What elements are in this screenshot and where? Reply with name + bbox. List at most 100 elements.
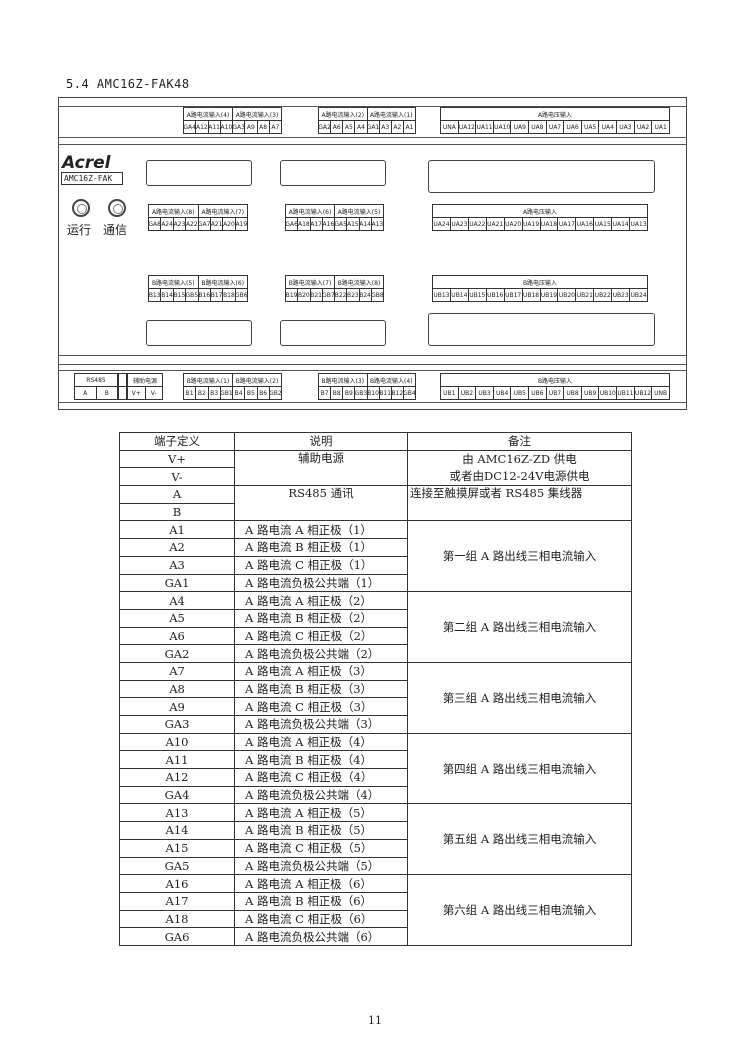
terminal-label: V+: [131, 389, 141, 397]
terminal-block-title: B路电流输入(2): [232, 374, 281, 386]
terminal-block-title: A路电流输入(6): [288, 208, 332, 216]
terminal-cell: V-: [119, 467, 235, 487]
run-label: 运行: [67, 223, 92, 237]
terminal-label: B8: [330, 387, 342, 399]
terminal-block: A路电压输入 UA24 UA23 UA22 UA21 UA20 UA19 UA18 UA17 UA…: [432, 204, 648, 231]
display-window: [428, 313, 655, 346]
terminal-label: A8: [256, 121, 269, 133]
terminal-label: UA2: [633, 121, 652, 133]
terminal-label: A14: [358, 218, 371, 230]
display-window: [428, 160, 655, 193]
terminal-block-title: B路电压输入: [522, 279, 558, 287]
terminal-label: UB24: [629, 289, 647, 301]
terminal-label: A6: [330, 121, 342, 133]
description-cell: A 路电流 C 相正极（4）: [234, 768, 408, 787]
terminal-label: A22: [185, 218, 198, 230]
terminal-label: UA8: [528, 121, 546, 133]
description-cell: A 路电流 A 相正极（1）: [234, 520, 408, 540]
terminal-cell: GA4: [119, 785, 235, 805]
terminal-label: B20: [297, 289, 310, 301]
remark-cell: 第四组 A 路出线三相电流输入: [407, 732, 632, 805]
terminal-label: B6: [256, 387, 269, 399]
terminal-label: A2: [390, 121, 403, 133]
terminal-label: UB13: [433, 291, 450, 299]
terminal-label: B2: [195, 387, 207, 399]
terminal-label: UA14: [611, 218, 629, 230]
terminal-block-title: A路电压输入: [537, 111, 573, 119]
table-row: A4 A 路电流 A 相正极（2） 第二组 A 路出线三相电流输入: [119, 591, 632, 663]
terminal-cell: A13: [119, 803, 235, 823]
terminal-label: UB6: [528, 387, 546, 399]
terminal-block-title: A路电流输入(4): [186, 111, 230, 119]
terminal-label: B4: [232, 387, 244, 399]
terminal-block-title: A路电流输入(2): [321, 111, 365, 119]
description-cell: A 路电流 A 相正极（3）: [234, 661, 408, 681]
terminal-label: UB20: [557, 289, 575, 301]
terminal-label: A1: [402, 121, 415, 133]
terminal-label: UB16: [485, 289, 504, 301]
terminal-label: A19: [234, 218, 247, 230]
description-cell: A 路电流负极公共端（3）: [234, 715, 408, 734]
description-cell: A 路电流负极公共端（2）: [234, 644, 408, 663]
terminal-label: UB22: [593, 289, 611, 301]
table-row: A17 A 路电流 B 相正极（6）: [119, 891, 632, 911]
display-window: [280, 160, 386, 186]
terminal-cell: GA6: [119, 927, 235, 946]
terminal-label: V-: [144, 387, 163, 399]
table-row: GA4 A 路电流负极公共端（4）: [119, 785, 632, 805]
terminal-cell: A14: [119, 821, 235, 840]
terminal-label: B5: [244, 387, 256, 399]
terminal-block-title: B路电流输入(7): [288, 279, 332, 287]
terminal-block: B路电流输入(5) B路电流输入(6) B13 B14 B15 GB5 B16 B17 B18 G…: [148, 275, 248, 302]
terminal-cell: A: [119, 485, 235, 504]
terminal-label: UNA: [442, 123, 456, 131]
terminal-block-title: A路电流输入(7): [197, 205, 248, 217]
header-remark: 备注: [407, 432, 632, 451]
terminal-label: GA5: [334, 218, 346, 230]
divider: [58, 106, 687, 107]
terminal-label: B15: [172, 289, 185, 301]
terminal-cell: A17: [119, 891, 235, 911]
description-cell: A 路电流 C 相正极（6）: [234, 909, 408, 929]
terminal-label: GB5: [185, 289, 198, 301]
terminal-label: UA12: [457, 121, 476, 133]
terminal-cell: A6: [119, 626, 235, 646]
terminal-label: B22: [334, 289, 346, 301]
terminal-cell: GA5: [119, 856, 235, 876]
table-row: A8 A 路电流 B 相正极（3）: [119, 679, 632, 699]
terminal-label: UA5: [580, 121, 599, 133]
terminal-block-title: B路电流输入(6): [197, 276, 248, 288]
run-indicator-icon: [72, 199, 90, 217]
terminal-label: GB4: [402, 387, 415, 399]
terminal-block-title: A路电压输入: [522, 208, 558, 216]
description-cell: 辅助电源: [234, 449, 408, 487]
terminal-label: B3: [207, 387, 220, 399]
terminal-cell: A18: [119, 909, 235, 929]
terminal-label: B9: [342, 387, 354, 399]
table-row: GA2 A 路电流负极公共端（2）: [119, 644, 632, 663]
terminal-label: GA6: [286, 220, 298, 228]
display-window: [146, 320, 252, 346]
section-title: 5.4 AMC16Z-FAK48: [66, 77, 190, 91]
table-row: A9 A 路电流 C 相正极（3）: [119, 697, 632, 716]
page-number: 11: [368, 1014, 382, 1027]
terminal-label: GA3: [232, 121, 244, 133]
table-row: V- 或者由DC12-24V电源供电: [119, 467, 632, 487]
terminal-label: A23: [172, 218, 185, 230]
terminal-cell: A16: [119, 874, 235, 893]
terminal-label: UA20: [503, 218, 522, 230]
terminal-label: UB7: [545, 387, 564, 399]
terminal-block: A路电流输入(6) A路电流输入(5) GA6 A18 A17 A16 GA5 A15 A14 A…: [285, 204, 384, 231]
description-cell: A 路电流 A 相正极（5）: [234, 803, 408, 823]
terminal-label: A12: [195, 121, 208, 133]
terminal-label: UNB: [651, 387, 669, 399]
terminal-cell: A2: [119, 538, 235, 557]
terminal-label: A24: [160, 218, 173, 230]
description-cell: A 路电流 C 相正极（5）: [234, 838, 408, 858]
terminal-block: B路电流输入(7) B路电流输入(8) B19 B20 B21 GB7 B22 B23 B24 G…: [285, 275, 384, 302]
terminal-label: UA22: [467, 218, 486, 230]
description-cell: A 路电流 C 相正极（3）: [234, 697, 408, 716]
terminal-label: UB19: [539, 289, 558, 301]
table-row: A18 A 路电流 C 相正极（6）: [119, 909, 632, 929]
terminal-label: A3: [378, 121, 391, 133]
